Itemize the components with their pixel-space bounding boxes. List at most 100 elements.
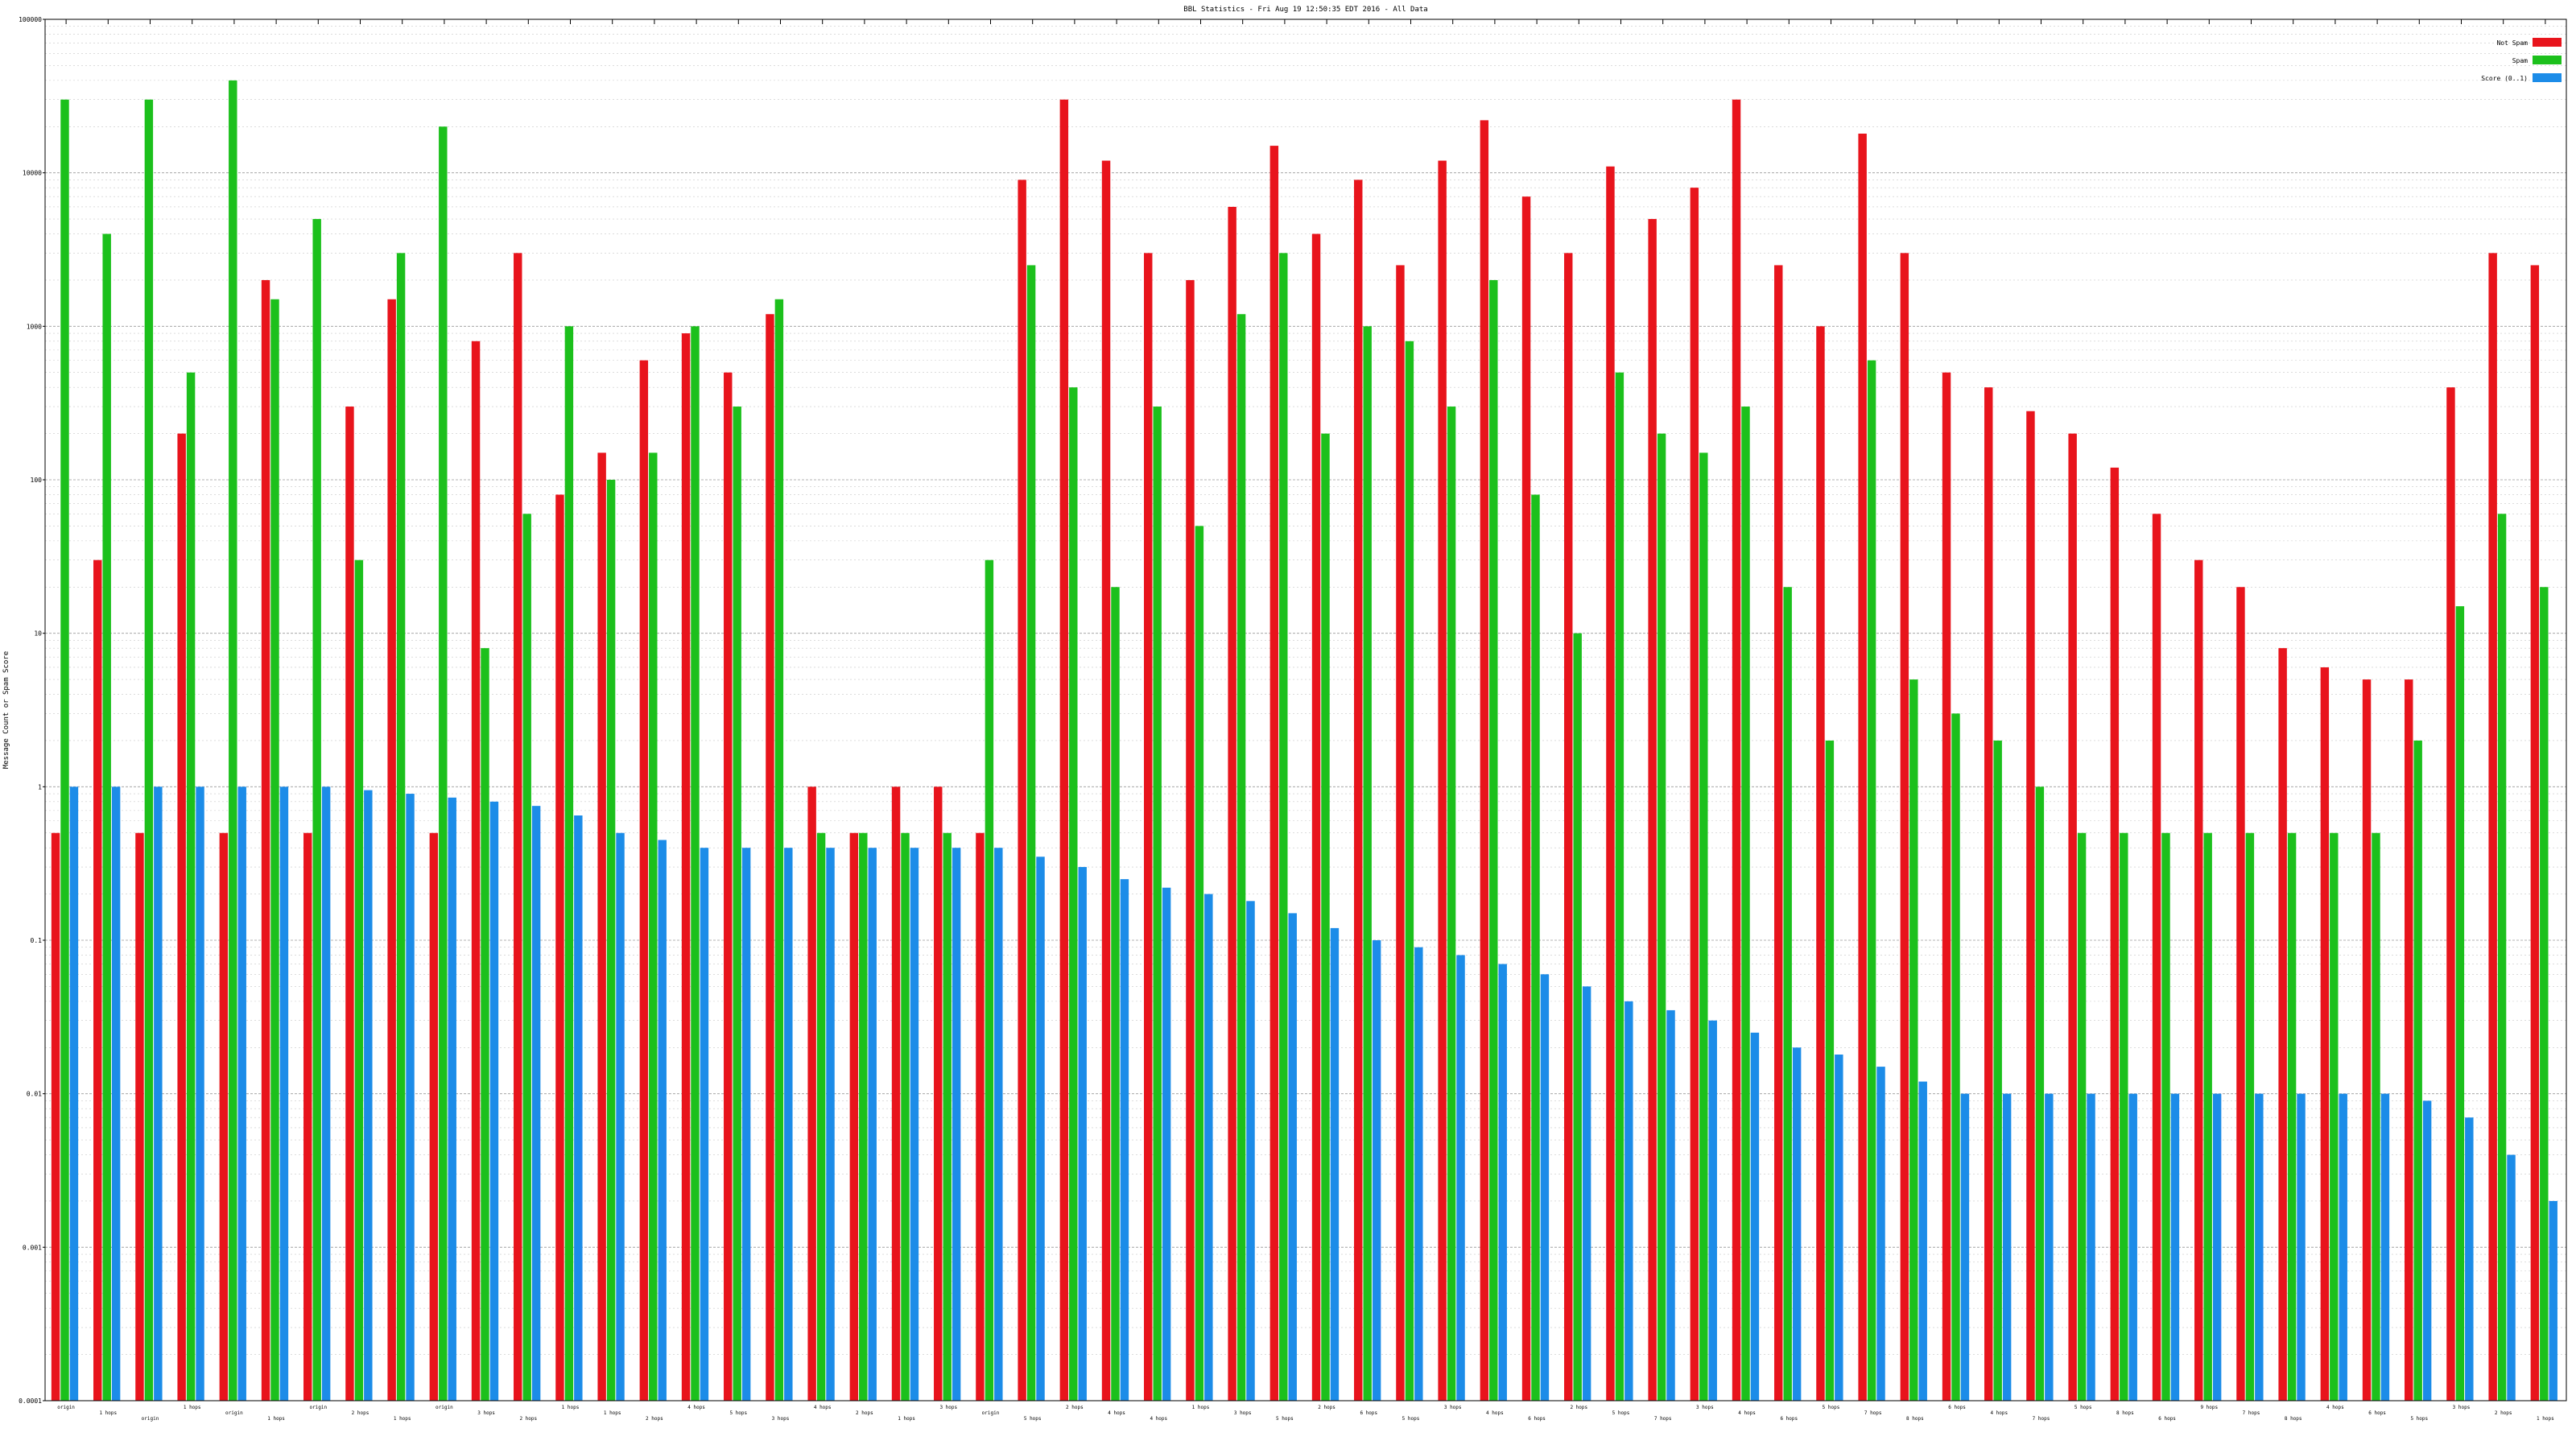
bar-not-spam <box>2110 467 2120 1401</box>
bar-not-spam <box>891 786 901 1401</box>
x-category-label: 3 hops <box>477 1410 495 1416</box>
bar-not-spam <box>1606 166 1615 1402</box>
bar-score-0-1- <box>2297 1093 2306 1401</box>
x-category-label: 8 hops <box>1906 1416 1924 1422</box>
bar-not-spam <box>681 333 691 1402</box>
bar-score-0-1- <box>321 786 331 1401</box>
bar-score-0-1- <box>2465 1117 2474 1401</box>
bar-spam <box>1657 433 1666 1401</box>
bar-spam <box>564 326 574 1401</box>
bar-not-spam <box>2236 587 2245 1401</box>
bar-score-0-1- <box>2002 1093 2012 1401</box>
x-category-label: 8 hops <box>2116 1410 2134 1416</box>
x-category-label: 2 hops <box>856 1410 873 1416</box>
bar-spam <box>1741 407 1750 1402</box>
bar-score-0-1- <box>2549 1200 2557 1401</box>
bar-spam <box>2035 786 2045 1401</box>
legend-swatch-spam <box>2533 56 2562 64</box>
x-category-label: 2 hops <box>1570 1405 1587 1410</box>
bar-spam <box>522 514 531 1402</box>
y-tick-label: 10000 <box>23 170 42 177</box>
bar-score-0-1- <box>868 848 877 1401</box>
bar-spam <box>2540 587 2549 1401</box>
x-category-label: 4 hops <box>1990 1410 2008 1416</box>
bar-score-0-1- <box>69 786 79 1401</box>
bar-not-spam <box>345 407 354 1402</box>
x-category-label: origin <box>57 1405 75 1410</box>
bar-spam <box>1825 740 1835 1401</box>
x-category-label: 6 hops <box>1528 1416 1546 1422</box>
bar-score-0-1- <box>1835 1054 1843 1401</box>
bar-score-0-1- <box>2507 1154 2516 1401</box>
x-category-label: origin <box>436 1405 453 1410</box>
bar-not-spam <box>1480 120 1489 1402</box>
x-category-label: 2 hops <box>519 1416 537 1422</box>
x-category-label: 3 hops <box>1696 1405 1714 1410</box>
x-category-label: 4 hops <box>1108 1410 1125 1416</box>
bar-spam <box>481 648 489 1401</box>
bar-score-0-1- <box>994 848 1003 1401</box>
x-category-label: 5 hops <box>729 1410 747 1416</box>
legend-label-spam: Spam <box>2512 57 2528 64</box>
bar-spam <box>2497 514 2507 1402</box>
x-category-label: 4 hops <box>687 1405 705 1410</box>
bar-not-spam <box>2362 679 2372 1401</box>
bar-score-0-1- <box>1918 1081 1927 1401</box>
bar-score-0-1- <box>1414 947 1423 1401</box>
y-tick-label: 1 <box>38 783 42 791</box>
x-category-label: origin <box>225 1410 243 1416</box>
x-category-label: 1 hops <box>99 1410 117 1416</box>
y-tick-label: 1000 <box>27 323 42 330</box>
grid-lines <box>45 19 2566 1402</box>
bar-score-0-1- <box>154 786 163 1401</box>
bar-spam <box>2077 832 2087 1401</box>
bar-not-spam <box>1984 387 1993 1401</box>
y-tick-label: 0.0001 <box>19 1397 42 1405</box>
bar-not-spam <box>766 314 774 1402</box>
x-category-label: 7 hops <box>2033 1416 2050 1422</box>
bar-score-0-1- <box>2212 1093 2222 1401</box>
x-category-label: 1 hops <box>184 1405 201 1410</box>
bar-score-0-1- <box>741 848 751 1401</box>
bar-not-spam <box>2320 667 2330 1401</box>
x-category-label: 3 hops <box>939 1405 957 1410</box>
bar-spam <box>2413 740 2422 1401</box>
bar-spam <box>1026 265 1036 1401</box>
bar-spam <box>102 233 111 1402</box>
x-category-label: 7 hops <box>1654 1416 1672 1422</box>
bar-score-0-1- <box>237 786 246 1401</box>
y-tick-label: 0.1 <box>31 937 43 944</box>
bar-spam <box>2455 606 2465 1401</box>
x-category-label: 4 hops <box>1738 1410 1756 1416</box>
bar-spam <box>606 480 616 1401</box>
bar-not-spam <box>724 372 733 1401</box>
x-category-label: 3 hops <box>1444 1405 1462 1410</box>
bar-score-0-1- <box>826 848 835 1401</box>
bar-score-0-1- <box>2422 1100 2432 1401</box>
bar-not-spam <box>597 452 606 1401</box>
y-tick-label: 100000 <box>19 16 42 23</box>
bar-spam <box>985 559 994 1401</box>
bar-spam <box>1236 314 1246 1402</box>
bar-score-0-1- <box>489 801 499 1401</box>
bar-not-spam <box>1311 233 1321 1402</box>
bar-not-spam <box>514 253 522 1402</box>
bar-not-spam <box>1521 196 1531 1402</box>
x-category-label: 4 hops <box>1486 1410 1504 1416</box>
bar-not-spam <box>2530 265 2540 1401</box>
x-category-label: 7 hops <box>1864 1410 1882 1416</box>
bar-score-0-1- <box>1288 913 1297 1401</box>
bar-spam <box>1909 679 1918 1401</box>
bar-spam <box>649 452 658 1401</box>
bar-not-spam <box>429 832 439 1401</box>
plot-frame <box>44 19 2567 1402</box>
bar-not-spam <box>849 832 859 1401</box>
bar-not-spam <box>1816 326 1825 1401</box>
bar-not-spam <box>1774 265 1783 1401</box>
bar-spam <box>1993 740 2002 1401</box>
bar-not-spam <box>1690 188 1699 1402</box>
y-axis-label: Message Count or Spam Score <box>2 651 10 769</box>
bar-score-0-1- <box>616 832 625 1401</box>
y-tick-label: 100 <box>31 477 43 484</box>
